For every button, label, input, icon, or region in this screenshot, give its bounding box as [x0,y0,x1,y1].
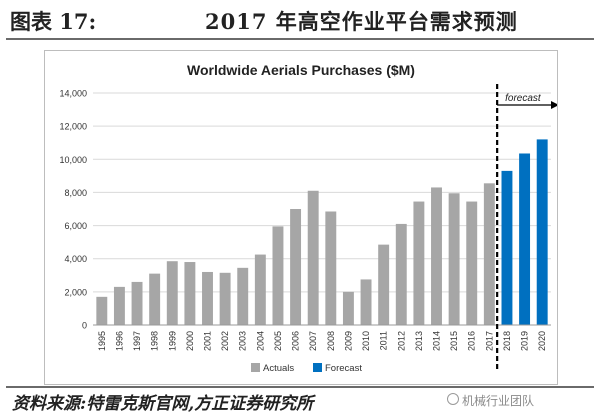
x-tick-label: 2010 [361,331,371,351]
bar-2008 [325,211,337,325]
bar-1996 [113,286,125,325]
bar-2010 [360,279,372,325]
bar-2019 [519,153,531,325]
y-tick-label: 6,000 [64,221,87,231]
x-tick-label: 2017 [484,331,494,351]
x-tick-label: 1998 [150,331,160,351]
x-tick-label: 1997 [132,331,142,351]
bar-2011 [378,244,390,325]
bar-2007 [307,190,319,325]
x-tick-label: 2000 [185,331,195,351]
x-tick-label: 2020 [537,331,547,351]
header-divider [6,38,594,40]
bar-1995 [96,296,108,325]
x-tick-label: 2003 [238,331,248,351]
bar-2013 [413,201,425,325]
x-tick-label: 2002 [220,331,230,351]
legend-swatch [313,363,322,372]
gridlines [93,92,551,293]
y-tick-label: 12,000 [59,122,87,132]
x-tick-label: 2005 [273,331,283,351]
forecast-arrow-icon [551,101,559,109]
bar-2017 [483,183,495,325]
chart-legend: Actuals Forecast [251,363,362,374]
bar-1997 [131,281,143,325]
bar-2002 [219,272,231,325]
x-tick-label: 2019 [520,331,530,351]
figure-number: 图表 17: [10,9,97,34]
figure-header: 图表 17: 2017 年高空作业平台需求预测 [0,0,600,38]
bar-2016 [466,201,478,325]
x-axis-ticks: 1995 1996 1997 1998 1999 2000 2001 2002 2003 2004… [97,331,547,351]
y-tick-label: 10,000 [59,155,87,165]
y-axis-ticks: 0 2,000 4,000 6,000 8,000 10,000 12,000 14,000 [59,89,87,331]
wechat-icon [447,393,459,405]
bar-2005 [272,226,284,325]
legend-label: Forecast [325,363,362,374]
bar-2012 [395,223,407,325]
bar-2018 [501,170,513,325]
bar-2014 [431,187,442,325]
x-tick-label: 1999 [167,331,177,351]
footer-divider [6,386,594,388]
bar-2006 [290,209,302,325]
legend-label: Actuals [263,363,294,374]
bar-2004 [254,254,266,325]
y-tick-label: 0 [82,321,87,331]
x-tick-label: 2011 [379,331,389,350]
watermark-text: 机械行业团队 [462,394,535,408]
bars [96,139,548,325]
bar-2015 [448,193,460,325]
bar-2020 [536,139,548,325]
x-tick-label: 2013 [414,331,424,351]
bar-1998 [149,273,161,325]
x-tick-label: 2006 [291,331,301,351]
y-tick-label: 2,000 [64,287,87,297]
y-tick-label: 14,000 [59,89,87,99]
x-tick-label: 2016 [467,331,477,351]
bar-2009 [342,291,354,325]
x-tick-label: 2007 [308,331,318,351]
x-tick-label: 2004 [255,331,265,351]
x-tick-label: 2014 [432,331,442,351]
legend-swatch [251,363,260,372]
y-tick-label: 4,000 [64,254,87,264]
chart-frame: Worldwide Aerials Purchases ($M) 0 2,000 4… [44,50,559,385]
x-tick-label: 2018 [502,331,512,351]
figure-title: 2017 年高空作业平台需求预测 [205,9,518,34]
x-tick-label: 2015 [449,331,459,351]
bar-2000 [184,262,196,325]
y-tick-label: 8,000 [64,188,87,198]
x-tick-label: 1995 [97,331,107,351]
chart-title: Worldwide Aerials Purchases ($M) [187,62,415,78]
source-note: 资料来源:特雷克斯官网,方正证券研究所 [12,394,314,414]
x-tick-label: 2008 [326,331,336,351]
bar-1999 [166,261,178,325]
x-tick-label: 1996 [114,331,124,351]
forecast-label: forecast [505,93,542,104]
x-tick-label: 2012 [396,331,406,351]
bar-2003 [237,267,249,325]
x-tick-label: 2001 [203,331,213,351]
bar-chart: Worldwide Aerials Purchases ($M) 0 2,000 4… [59,62,559,374]
bar-2001 [202,271,213,325]
x-tick-label: 2009 [343,331,353,351]
